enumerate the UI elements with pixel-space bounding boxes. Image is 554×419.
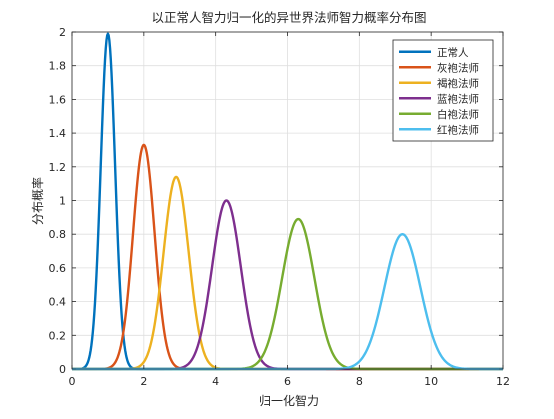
x-tick-label: 0 — [69, 375, 76, 388]
x-tick-label: 12 — [496, 375, 510, 388]
chart-title: 以正常人智力归一化的异世界法师智力概率分布图 — [151, 10, 426, 25]
legend-box — [392, 39, 494, 142]
y-tick-label: 1 — [59, 195, 66, 208]
y-tick-label: 1.8 — [49, 60, 67, 73]
y-tick-label: 1.2 — [49, 161, 67, 174]
legend-label: 灰袍法师 — [437, 61, 479, 74]
y-axis-label: 分布概率 — [30, 177, 45, 225]
x-tick-label: 10 — [424, 375, 438, 388]
y-tick-label: 0 — [59, 363, 66, 376]
legend-label: 褐袍法师 — [437, 77, 479, 90]
y-tick-label: 0.8 — [49, 228, 67, 241]
tick-marks — [71, 31, 504, 370]
x-tick-label: 2 — [140, 375, 147, 388]
legend-label: 蓝袍法师 — [437, 92, 479, 105]
y-tick-label: 2 — [59, 26, 66, 39]
x-tick-label: 6 — [284, 375, 291, 388]
tick-labels: 0 2 4 6 8 10 12 0 0.2 0.4 0.6 0.8 1 1.2 1.4 1.6 1.8 2 — [49, 26, 511, 388]
legend-label: 白袍法师 — [437, 108, 479, 121]
x-tick-label: 4 — [212, 375, 219, 388]
y-tick-label: 1.4 — [49, 127, 67, 140]
y-tick-label: 0.2 — [49, 329, 67, 342]
y-tick-label: 0.4 — [49, 296, 67, 309]
legend-label: 红袍法师 — [437, 123, 479, 136]
x-axis-label: 归一化智力 — [259, 393, 319, 408]
y-tick-label: 1.6 — [49, 93, 67, 106]
y-tick-label: 0.6 — [49, 262, 67, 275]
x-tick-label: 8 — [356, 375, 363, 388]
legend-label: 正常人 — [437, 46, 469, 59]
